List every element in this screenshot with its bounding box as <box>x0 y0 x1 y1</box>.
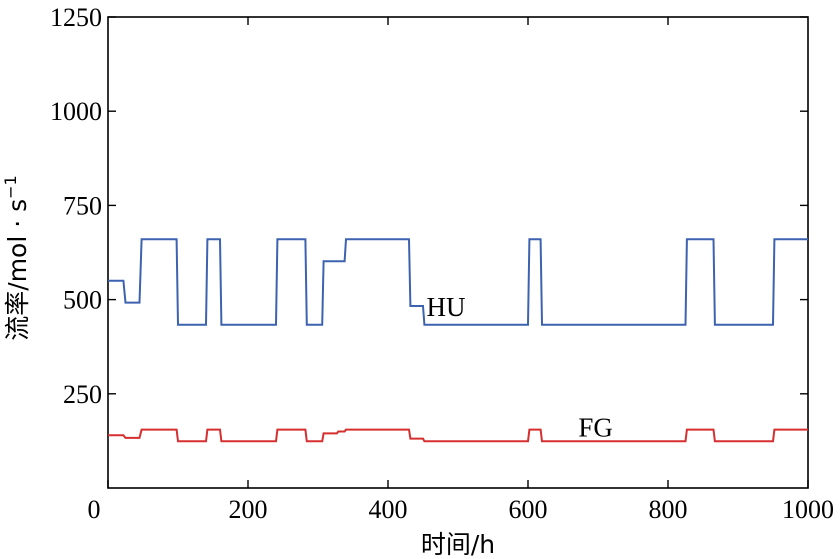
y-tick-label: 500 <box>63 286 102 315</box>
x-tick-label: 600 <box>509 495 548 524</box>
y-axis-label-text: 流率/mol · s <box>3 199 32 341</box>
series-label-hu: HU <box>427 292 466 322</box>
series-line-fg <box>108 428 808 443</box>
y-axis: 250 500 750 1000 1250 <box>50 3 808 409</box>
plot-border <box>107 16 809 489</box>
y-tick-label: 250 <box>63 380 102 409</box>
series-line-hu <box>108 238 808 326</box>
y-axis-label: 流率/mol · s−1 <box>1 175 32 340</box>
x-axis-label: 时间/h <box>421 530 495 559</box>
series-labels: HU FG <box>427 292 613 443</box>
y-tick-label: 1000 <box>50 97 102 126</box>
plot-area <box>107 16 809 489</box>
series-label-fg: FG <box>578 413 613 443</box>
x-tick-label: 200 <box>229 495 268 524</box>
x-tick-label: 0 <box>88 495 101 524</box>
x-tick-label: 400 <box>369 495 408 524</box>
series-layer <box>108 238 808 443</box>
y-tick-label: 750 <box>63 191 102 220</box>
y-axis-label-superscript: −1 <box>1 175 20 199</box>
y-tick-label: 1250 <box>50 3 102 32</box>
x-tick-label: 800 <box>649 495 688 524</box>
x-axis: 0 200 400 600 800 1000 <box>88 17 834 524</box>
x-tick-label: 1000 <box>782 495 834 524</box>
